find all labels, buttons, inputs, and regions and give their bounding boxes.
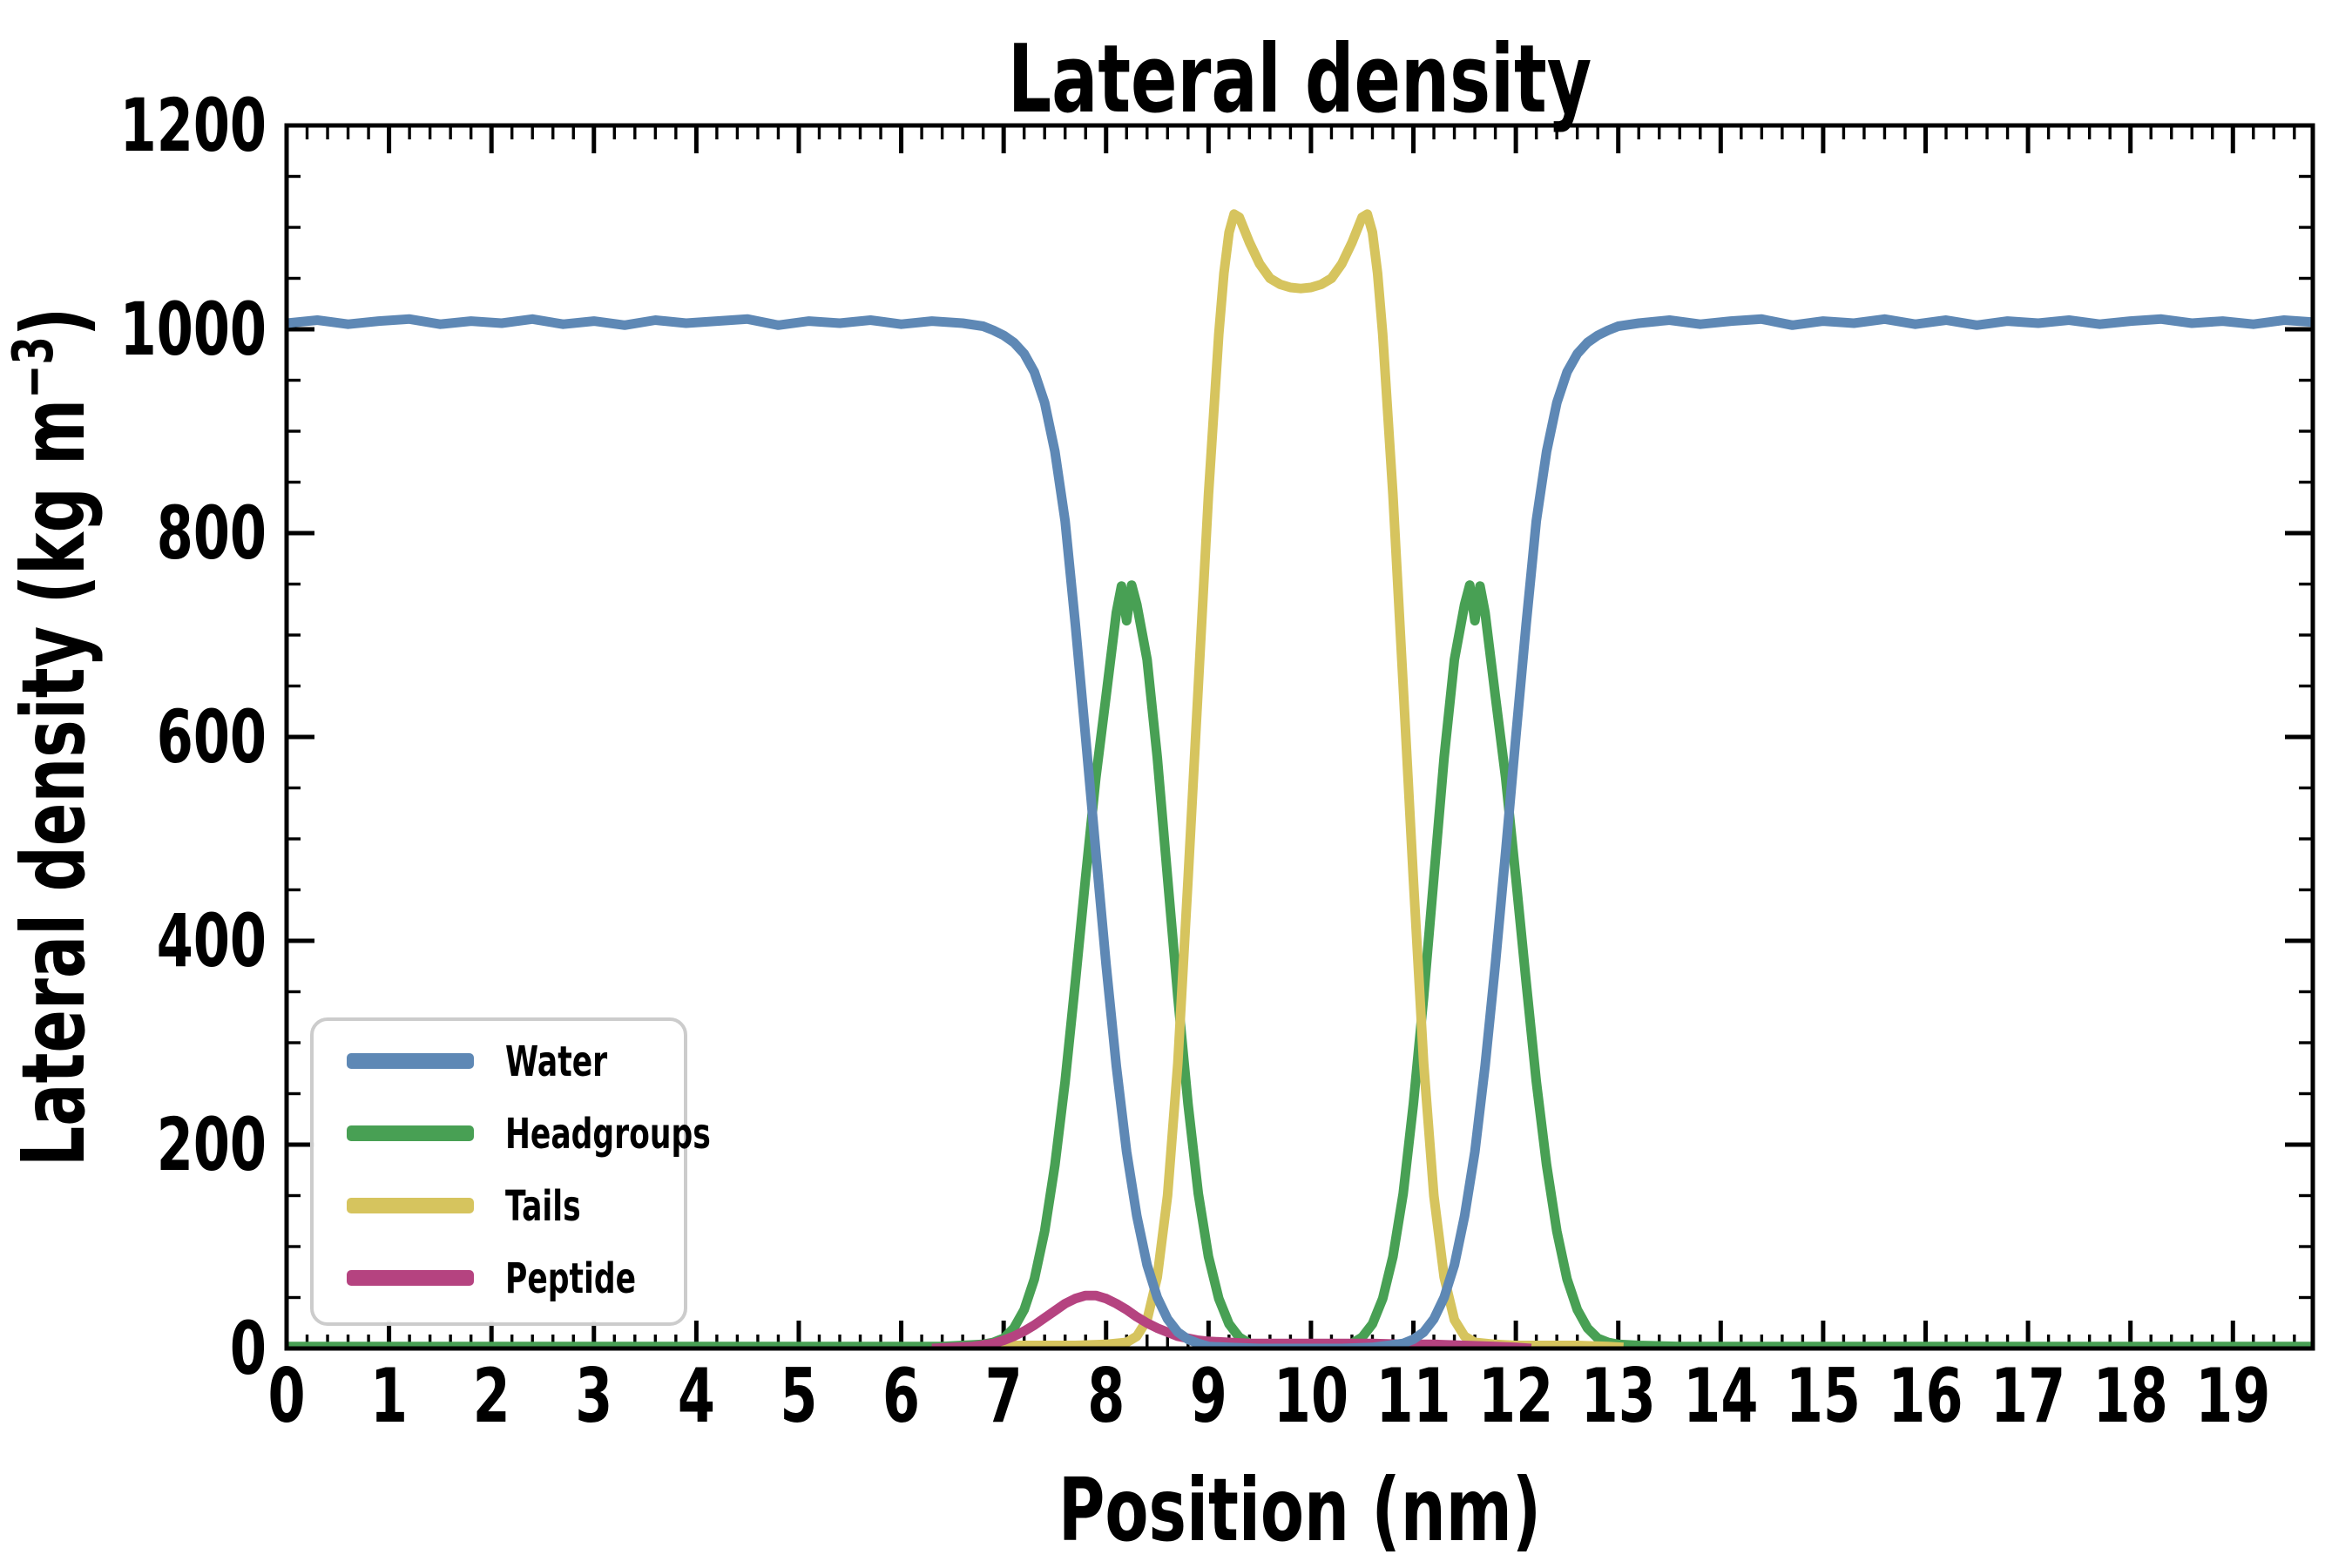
x-axis-label: Position (nm)	[1058, 1459, 1541, 1561]
legend: Water Headgroups Tails Peptide	[310, 1017, 711, 1326]
x-tick-label: 7	[985, 1352, 1023, 1440]
legend-label-headgroups: Headgroups	[505, 1109, 711, 1158]
x-tick-label: 14	[1683, 1352, 1758, 1440]
y-tick-label: 800	[157, 491, 267, 577]
y-tick-label: 1000	[120, 287, 267, 373]
chart-title: Lateral density	[1008, 25, 1592, 135]
legend-swatch-water	[347, 1053, 474, 1069]
x-tick-label: 9	[1190, 1352, 1227, 1440]
x-tick-label: 8	[1087, 1352, 1125, 1440]
legend-swatch-tails	[347, 1198, 474, 1213]
x-tick-label: 4	[678, 1352, 715, 1440]
x-tick-label: 12	[1478, 1352, 1553, 1440]
x-tick-label: 10	[1274, 1352, 1348, 1440]
legend-swatch-headgroups	[347, 1125, 474, 1141]
legend-label-peptide: Peptide	[505, 1254, 636, 1302]
x-tick-label: 18	[2093, 1352, 2168, 1440]
x-tick-label: 0	[267, 1352, 305, 1440]
x-tick-label: 5	[780, 1352, 817, 1440]
x-tick-label: 19	[2195, 1352, 2270, 1440]
y-axis-label: Lateral density (kg m−3)	[2, 308, 105, 1166]
y-tick-label: 200	[157, 1103, 267, 1188]
x-tick-label: 13	[1581, 1352, 1656, 1440]
legend-box	[310, 1017, 687, 1326]
x-tick-label: 17	[1990, 1352, 2065, 1440]
x-tick-label: 15	[1786, 1352, 1861, 1440]
plot-border	[284, 123, 2315, 1351]
x-tick-label: 11	[1375, 1352, 1450, 1440]
series-line-tails	[983, 209, 1624, 1348]
x-tick-label: 3	[575, 1352, 612, 1440]
series-line-water	[287, 314, 2313, 1348]
legend-label-tails: Tails	[505, 1181, 581, 1230]
legend-label-water: Water	[505, 1037, 607, 1085]
axis-tick-labels: 0 1 2 3 4 5 6 7 8 9 10 11 12 13 14 15 16 17 18 190200400600…	[120, 84, 2271, 1440]
y-tick-label: 400	[157, 899, 267, 984]
x-tick-label: 6	[882, 1352, 920, 1440]
y-tick-label: 0	[230, 1307, 267, 1392]
x-tick-label: 1	[370, 1352, 408, 1440]
x-tick-label: 2	[473, 1352, 510, 1440]
y-tick-label: 1200	[120, 84, 267, 169]
y-tick-label: 600	[157, 695, 267, 781]
legend-swatch-peptide	[347, 1270, 474, 1286]
x-tick-label: 16	[1888, 1352, 1963, 1440]
